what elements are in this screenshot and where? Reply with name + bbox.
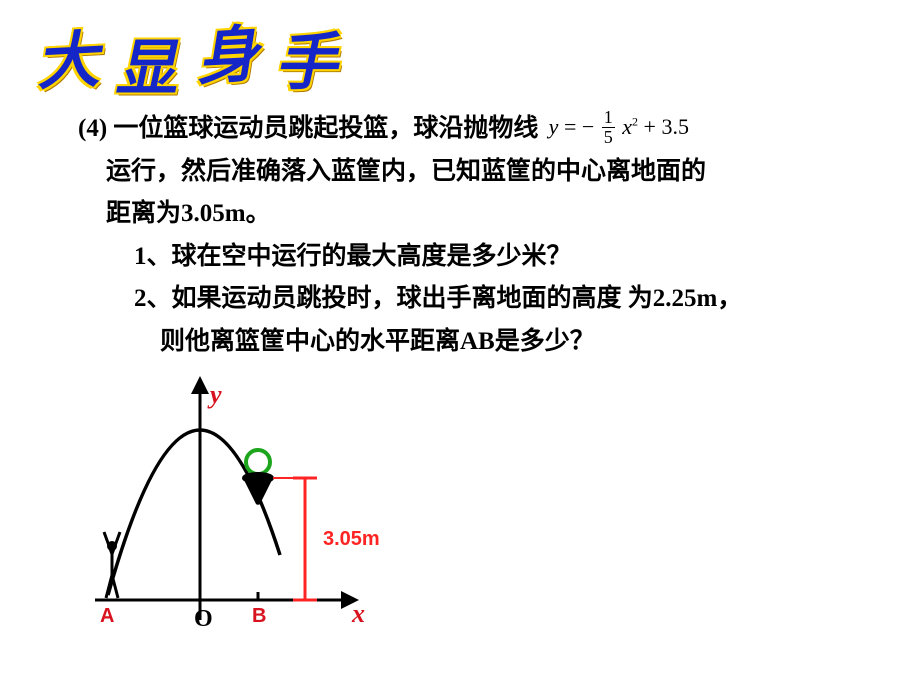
svg-text:B: B (252, 605, 266, 627)
frac-num: 1 (602, 108, 615, 128)
formula-eq: = (564, 114, 576, 139)
decorative-heading: 大 显 身 手 (33, 7, 350, 107)
formula-fraction: 1 5 (602, 108, 615, 147)
svg-text:x: x (351, 599, 365, 628)
heading-char-1: 显 (111, 17, 196, 107)
question-q2a: 2、如果运动员跳投时，球出手离地面的高度 为2.25m， (78, 278, 868, 321)
svg-text:A: A (100, 605, 114, 627)
svg-text:3.05m: 3.05m (323, 528, 380, 550)
svg-text:y: y (207, 380, 222, 409)
question-line2: 运行，然后准确落入蓝筐内，已知蓝筐的中心离地面的 (78, 151, 868, 194)
question-block: (4) 一位篮球运动员跳起投篮，球沿抛物线 y = − 1 5 x2 + 3.5… (78, 108, 868, 363)
diagram-svg: 3.05m y x O A B (80, 370, 410, 660)
question-line3: 距离为3.05m。 (78, 193, 868, 236)
basketball-diagram: 3.05m y x O A B (80, 370, 410, 665)
question-prefix: (4) (78, 115, 107, 142)
parabola-formula: y = − 1 5 x2 + 3.5 (549, 108, 689, 148)
formula-lhs: y (549, 114, 559, 139)
formula-x: x (622, 114, 632, 139)
heading-char-3: 手 (271, 12, 356, 102)
question-q1: 1、球在空中运行的最大高度是多少米？ (78, 236, 868, 279)
heading-char-2: 身 (195, 3, 276, 96)
heading-char-0: 大 (35, 8, 116, 101)
question-line1: 一位篮球运动员跳起投篮，球沿抛物线 (113, 115, 538, 142)
formula-neg: − (582, 114, 594, 139)
formula-rest: + 3.5 (644, 114, 689, 139)
question-q2b: 则他离篮筐中心的水平距离AB是多少？ (78, 321, 868, 364)
formula-exp: 2 (632, 115, 638, 129)
svg-text:O: O (194, 606, 213, 632)
frac-den: 5 (602, 128, 615, 147)
